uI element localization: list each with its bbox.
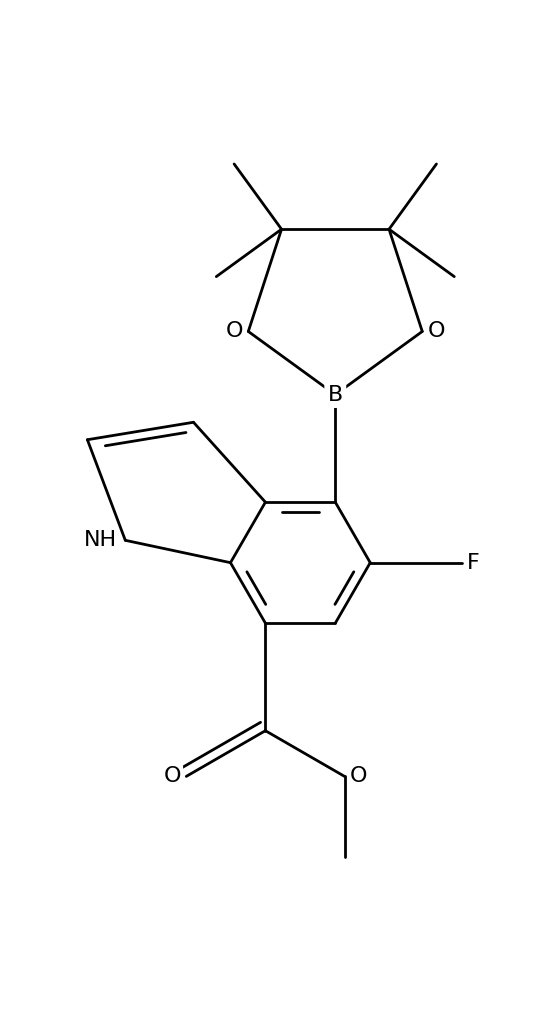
Text: F: F — [467, 552, 480, 573]
Text: NH: NH — [83, 530, 117, 550]
Text: O: O — [226, 322, 243, 341]
Text: O: O — [428, 322, 445, 341]
Text: O: O — [164, 767, 181, 786]
Text: O: O — [350, 767, 367, 786]
Text: B: B — [328, 385, 343, 404]
